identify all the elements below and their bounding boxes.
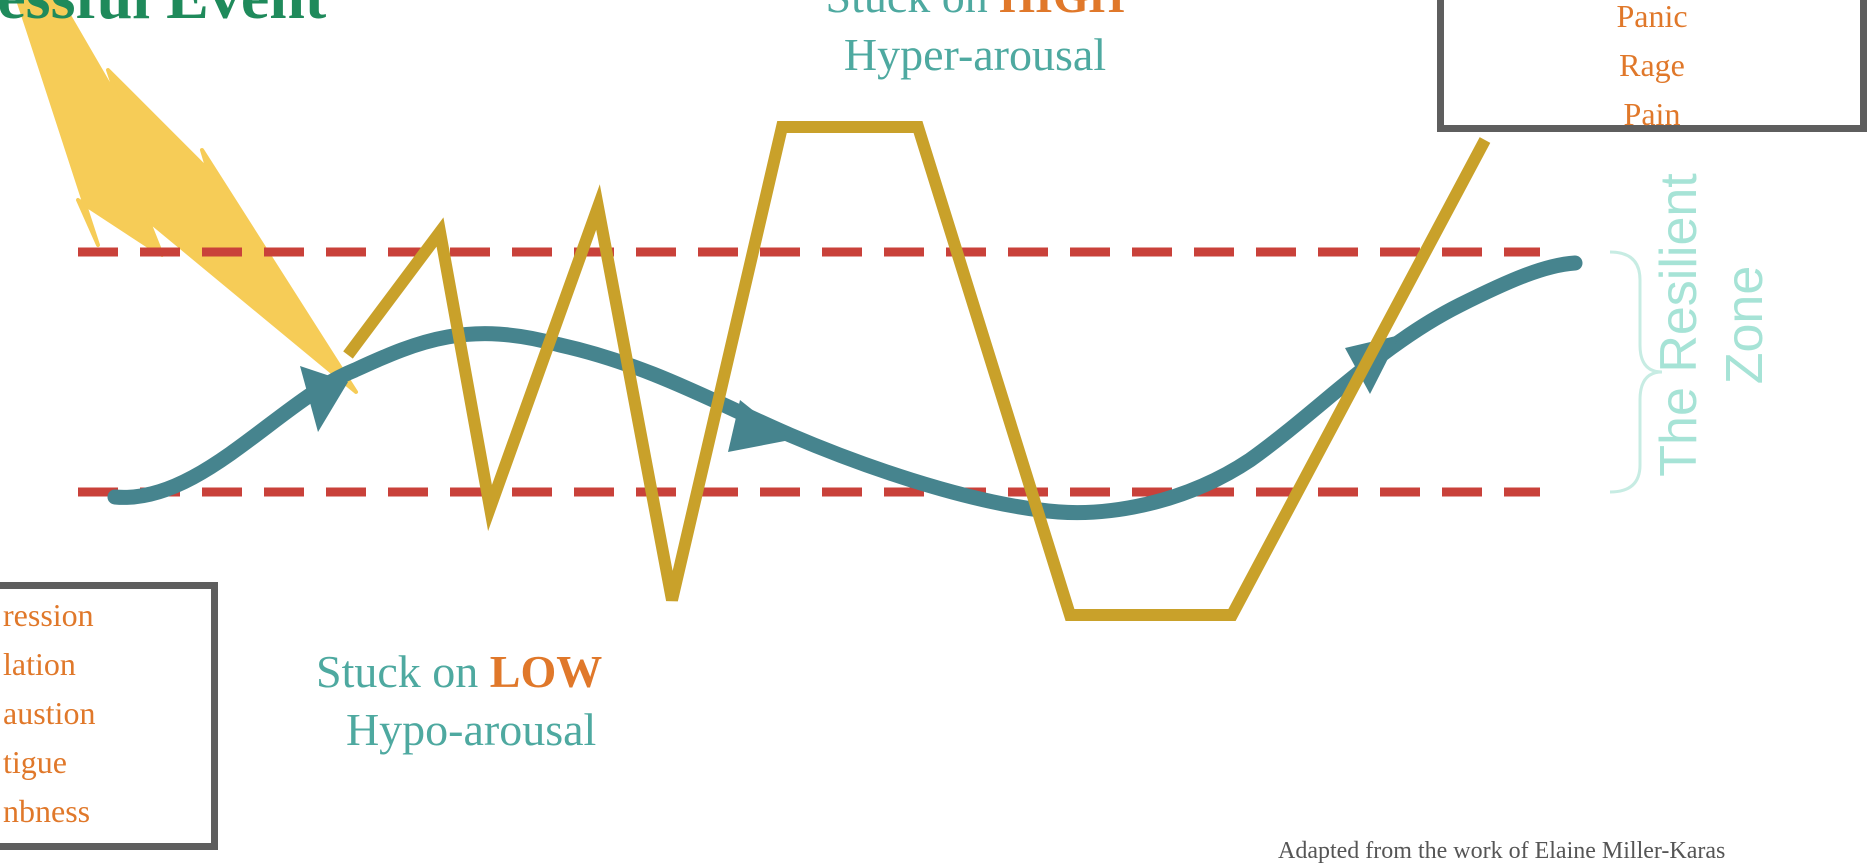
curve-arrow-1-icon xyxy=(300,366,348,432)
zone-brace xyxy=(1609,250,1663,494)
credit-text: Adapted from the work of Elaine Miller-K… xyxy=(1278,838,1726,864)
stuck-low-keyword: LOW xyxy=(489,646,603,697)
high-symptoms-box: Panic Rage Pain xyxy=(1437,0,1867,132)
high-symptom-pain: Pain xyxy=(1623,96,1681,132)
stuck-high-subtitle: Hyper-arousal xyxy=(843,29,1107,80)
zone-label-line1: The Resilient xyxy=(1650,173,1708,477)
dysregulated-line xyxy=(343,121,1491,621)
stuck-high-label: Stuck on HIGH Hyper-arousal xyxy=(825,0,1124,84)
diagram-title: ressful Event xyxy=(0,0,326,34)
stuck-high-keyword: HIGH xyxy=(999,0,1124,22)
stuck-low-subtitle: Hypo-arousal xyxy=(345,704,597,755)
low-symptoms-box: ression lation austion tigue nbness xyxy=(0,582,218,850)
lightning-bolt-icon xyxy=(16,0,358,394)
resilient-zone-label: The Resilient Zone xyxy=(1646,173,1778,476)
curve-arrow-3-icon xyxy=(1345,335,1400,394)
stuck-high-prefix: Stuck on xyxy=(825,0,999,22)
low-symptom-depression: ression xyxy=(3,597,94,633)
low-symptom-numbness: nbness xyxy=(3,793,91,829)
stuck-high-heading: Stuck on HIGH xyxy=(825,0,1124,26)
low-symptom-fatigue: tigue xyxy=(3,744,67,780)
curve-arrow-2-icon xyxy=(728,400,790,452)
high-symptom-panic: Panic xyxy=(1616,0,1688,34)
stuck-low-prefix: Stuck on xyxy=(316,646,490,697)
zone-label-line2: Zone xyxy=(1716,265,1774,385)
low-symptom-exhaustion: austion xyxy=(3,695,96,731)
low-symptom-isolation: lation xyxy=(3,646,76,682)
stuck-low-label: Stuck on LOW Hypo-arousal xyxy=(316,643,602,759)
stuck-low-heading: Stuck on LOW xyxy=(316,643,602,701)
high-symptom-rage: Rage xyxy=(1619,47,1685,83)
